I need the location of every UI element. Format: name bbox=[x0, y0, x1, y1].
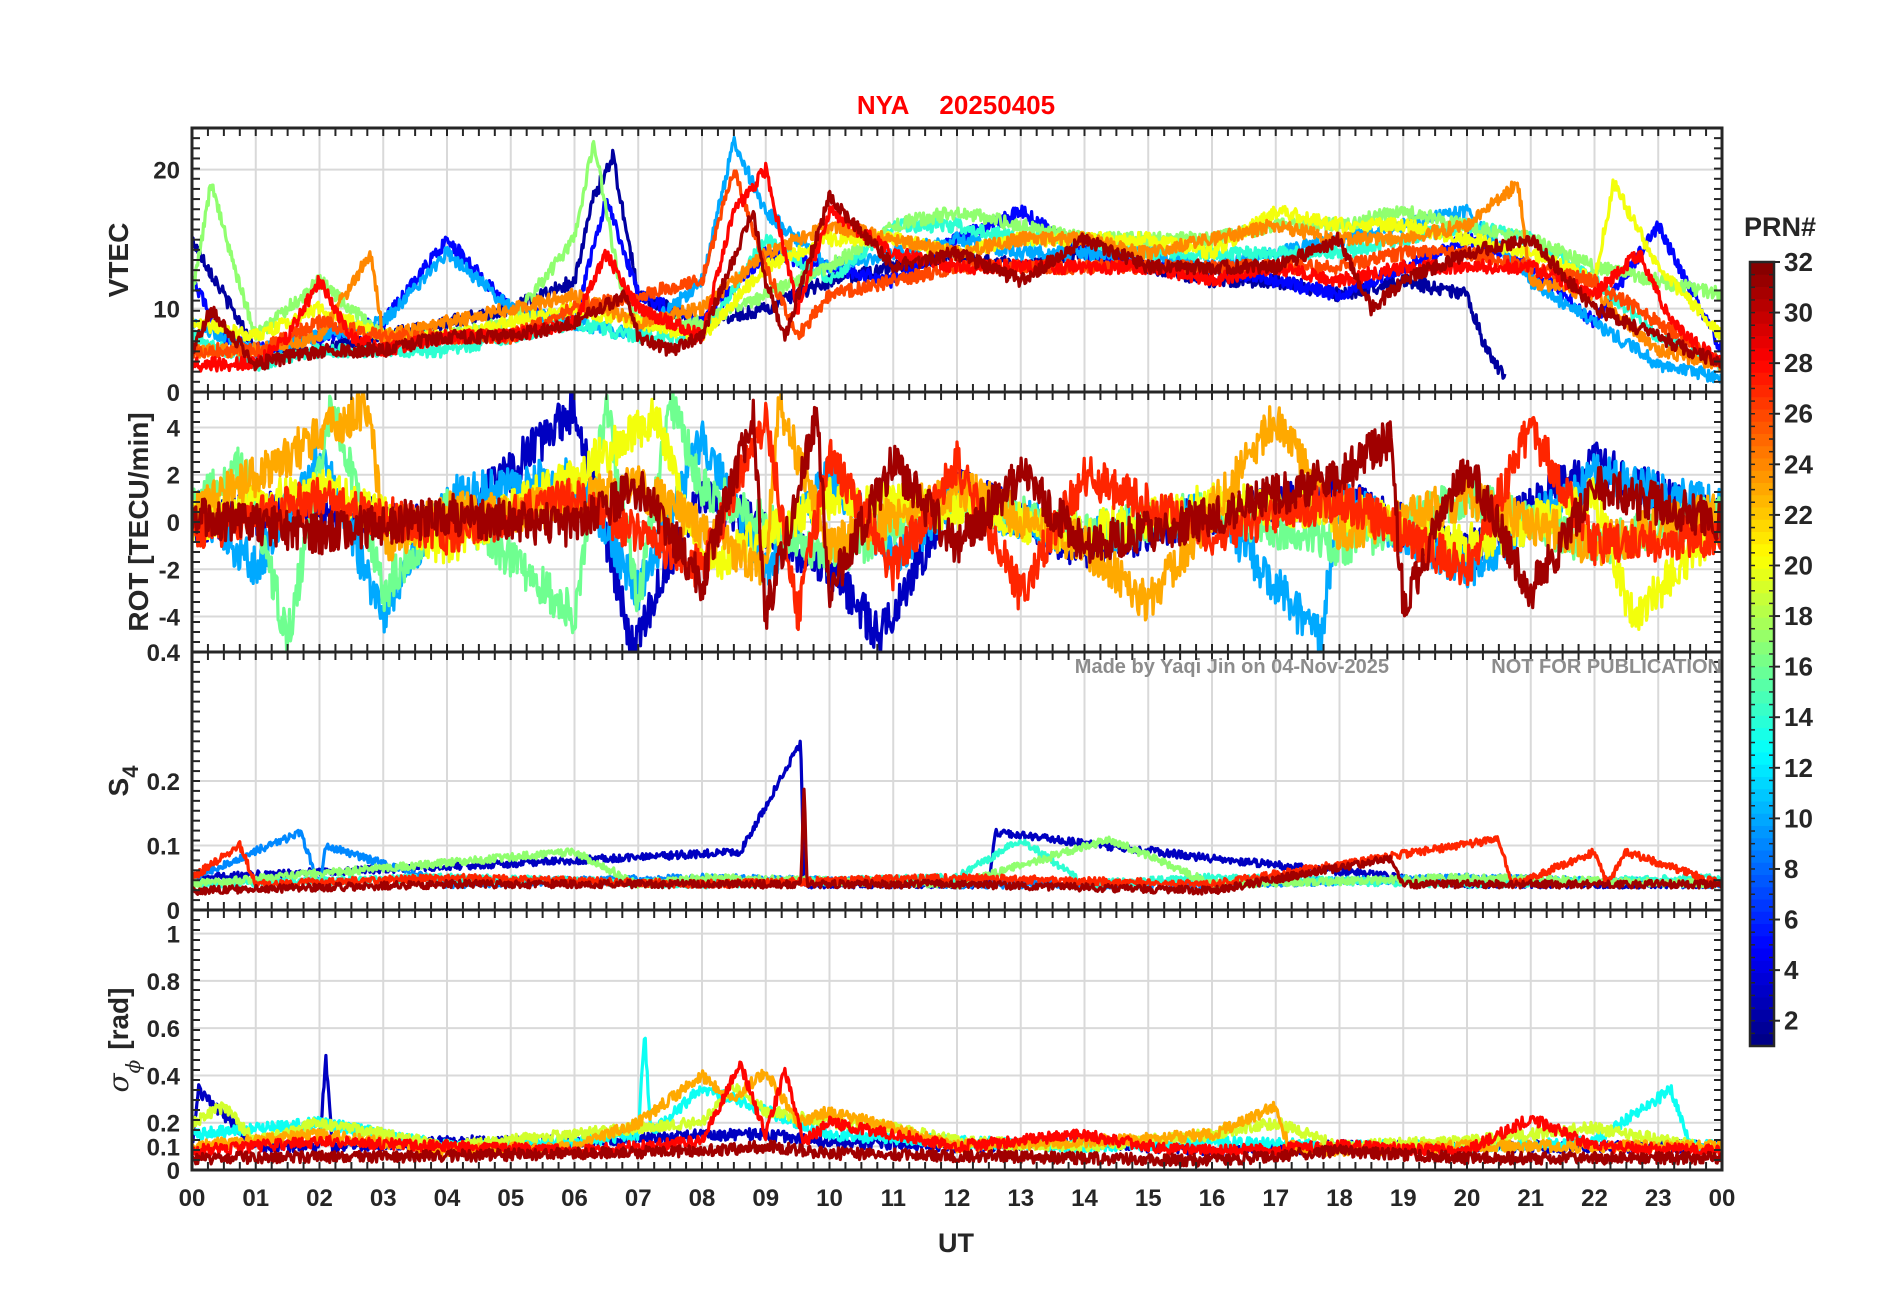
x-tick-label: 18 bbox=[1326, 1185, 1353, 1212]
chart-title: NYA 20250405 bbox=[857, 90, 1055, 120]
series-prn-31 bbox=[192, 1139, 1722, 1168]
y-tick-label: 0 bbox=[167, 1158, 180, 1185]
x-tick-label: 23 bbox=[1645, 1185, 1672, 1212]
y-tick-label: -2 bbox=[159, 557, 180, 584]
y-tick-label-top: 0 bbox=[167, 380, 180, 407]
x-tick-label: 07 bbox=[625, 1185, 652, 1212]
x-tick-label: 17 bbox=[1262, 1185, 1289, 1212]
colorbar-tick-label: 12 bbox=[1784, 753, 1813, 783]
colorbar-tick-label: 2 bbox=[1784, 1006, 1798, 1036]
series-group bbox=[192, 135, 1722, 384]
colorbar-tick-label: 30 bbox=[1784, 298, 1813, 328]
x-tick-label: 09 bbox=[752, 1185, 779, 1212]
y-tick-label: -4 bbox=[159, 605, 181, 632]
colorbar-frame bbox=[1748, 260, 1776, 1048]
x-tick-label: 10 bbox=[816, 1185, 843, 1212]
x-tick-labels: 00 01 02 03 04 05 06 07 08 09 10 11 12 13 14 15 16 17 18 19… bbox=[179, 1185, 1736, 1212]
series-prn-10 bbox=[192, 135, 1722, 384]
title-date: 20250405 bbox=[939, 90, 1055, 120]
y-tick-label: 1 bbox=[167, 922, 180, 949]
series-prn-31 bbox=[192, 787, 1722, 896]
y-tick-label-bottom: 0.4 bbox=[147, 640, 181, 667]
panel-vtec: 10 20 VTEC bbox=[103, 126, 1724, 394]
y-tick-label: 0.4 bbox=[147, 1063, 181, 1090]
colorbar-tick-label: 14 bbox=[1784, 702, 1813, 732]
y-tick-label: 0.6 bbox=[147, 1016, 180, 1043]
panel-rot: -4 -2 0 2 4 0 0.4 ROT [TECU/min] bbox=[123, 380, 1724, 667]
y-axis-label-sigphi: σϕ[rad] bbox=[102, 988, 145, 1093]
x-tick-label: 15 bbox=[1135, 1185, 1162, 1212]
x-tick-label: 06 bbox=[561, 1185, 588, 1212]
colorbar-tick-label: 10 bbox=[1784, 803, 1813, 833]
x-tick-label: 11 bbox=[881, 1185, 906, 1212]
y-tick-label: 0 bbox=[167, 510, 180, 537]
y-tick-label: 0.2 bbox=[147, 1111, 180, 1138]
panel-s4: 0 0.1 0.2S4 bbox=[103, 650, 1724, 925]
colorbar-label: PRN# bbox=[1744, 212, 1816, 242]
colorbar-tick-label: 8 bbox=[1784, 854, 1798, 884]
y-tick-label: 2 bbox=[167, 463, 180, 490]
x-tick-label: 21 bbox=[1517, 1185, 1544, 1212]
colorbar-tick-label: 22 bbox=[1784, 500, 1813, 530]
colorbar-tick-label: 6 bbox=[1784, 905, 1798, 935]
colorbar-tick-label: 20 bbox=[1784, 550, 1813, 580]
x-tick-label: 22 bbox=[1581, 1185, 1608, 1212]
series-group bbox=[192, 392, 1722, 652]
watermark-made-by: Made by Yaqi Jin on 04-Nov-2025 bbox=[1075, 656, 1389, 678]
y-tick-label: 4 bbox=[167, 415, 181, 442]
x-tick-label: 13 bbox=[1007, 1185, 1034, 1212]
y-tick-label: 10 bbox=[153, 297, 180, 324]
colorbar-tick-label: 32 bbox=[1784, 247, 1813, 277]
series-prn-31 bbox=[192, 398, 1722, 630]
x-tick-label: 12 bbox=[944, 1185, 971, 1212]
watermark-notice: NOT FOR PUBLICATION bbox=[1491, 656, 1722, 678]
y-axis-label-vtec: VTEC bbox=[103, 223, 134, 298]
colorbar-tick-label: 24 bbox=[1784, 449, 1813, 479]
series-prn-27 bbox=[192, 835, 1722, 890]
y-axis-label-rot: ROT [TECU/min] bbox=[123, 412, 154, 631]
y-tick-label: 0.2 bbox=[147, 769, 180, 796]
series-group bbox=[192, 1036, 1722, 1168]
colorbar-tick-label: 18 bbox=[1784, 601, 1813, 631]
x-tick-label: 19 bbox=[1390, 1185, 1417, 1212]
colorbar-tick-label: 4 bbox=[1784, 955, 1799, 985]
x-tick-label: 04 bbox=[434, 1185, 461, 1212]
x-tick-label: 08 bbox=[689, 1185, 716, 1212]
series-prn-31 bbox=[192, 189, 1722, 372]
x-tick-label: 16 bbox=[1199, 1185, 1226, 1212]
y-tick-label: 0 bbox=[167, 898, 180, 925]
y-axis-label-s4: S4 bbox=[103, 765, 143, 797]
y-tick-label: 0.8 bbox=[147, 969, 180, 996]
colorbar-tick-label: 26 bbox=[1784, 399, 1813, 429]
x-tick-label: 20 bbox=[1454, 1185, 1481, 1212]
y-tick-label: 0.1 bbox=[147, 834, 180, 861]
y-tick-label: 20 bbox=[153, 158, 180, 185]
series-group bbox=[192, 739, 1722, 896]
x-tick-label: 00 bbox=[1709, 1185, 1736, 1212]
series-prn-24 bbox=[192, 180, 1722, 372]
x-axis-label: UT bbox=[938, 1228, 974, 1258]
colorbar-tick-label: 28 bbox=[1784, 348, 1813, 378]
x-tick-label: 00 bbox=[179, 1185, 206, 1212]
title-station: NYA bbox=[857, 90, 910, 120]
x-tick-label: 14 bbox=[1071, 1185, 1098, 1212]
x-tick-label: 03 bbox=[370, 1185, 397, 1212]
x-tick-label: 02 bbox=[306, 1185, 333, 1212]
y-tick-label: 0.1 bbox=[147, 1134, 180, 1161]
panel-sigphi: 00.10.2 0.4 0.6 0.8 1 σϕ[rad] bbox=[102, 908, 1724, 1185]
colorbar-tick-label: 16 bbox=[1784, 652, 1813, 682]
x-tick-label: 05 bbox=[497, 1185, 524, 1212]
x-tick-label: 01 bbox=[242, 1185, 269, 1212]
axes-frame bbox=[190, 908, 1724, 1172]
